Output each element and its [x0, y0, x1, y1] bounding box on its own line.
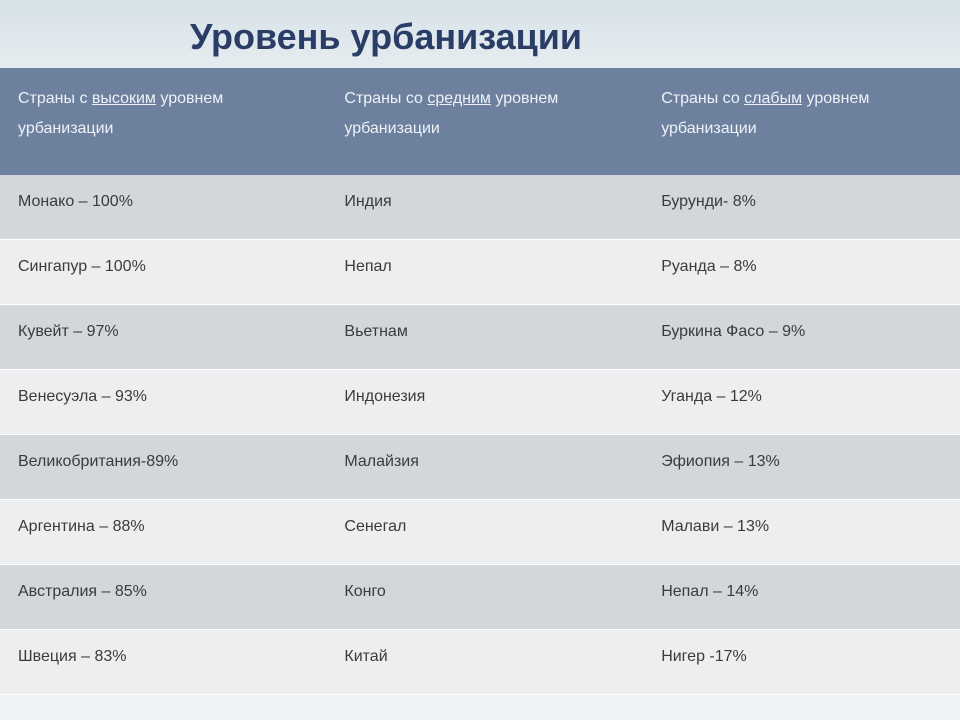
cell-low: Нигер -17% [643, 629, 960, 694]
cell-high: Швеция – 83% [0, 629, 326, 694]
cell-high: Великобритания-89% [0, 434, 326, 499]
cell-high: Аргентина – 88% [0, 499, 326, 564]
table-row: Сингапур – 100% Непал Руанда – 8% [0, 239, 960, 304]
col-header-medium: Страны со средним уровнем урбанизации [326, 68, 643, 175]
cell-low: Уганда – 12% [643, 369, 960, 434]
col3-pre: Страны со [661, 90, 744, 107]
cell-high: Австралия – 85% [0, 564, 326, 629]
cell-medium: Индия [326, 175, 643, 240]
col3-u: слабым [744, 90, 802, 107]
page-title: Уровень урбанизации [0, 12, 960, 68]
table-row: Аргентина – 88% Сенегал Малави – 13% [0, 499, 960, 564]
cell-medium: Сенегал [326, 499, 643, 564]
col1-pre: Страны с [18, 90, 92, 107]
cell-low: Бурунди- 8% [643, 175, 960, 240]
col-header-low: Страны со слабым уровнем урбанизации [643, 68, 960, 175]
table-row: Австралия – 85% Конго Непал – 14% [0, 564, 960, 629]
col2-pre: Страны со [344, 90, 427, 107]
cell-low: Буркина Фасо – 9% [643, 304, 960, 369]
col-header-high: Страны с высоким уровнем урбанизации [0, 68, 326, 175]
cell-low: Непал – 14% [643, 564, 960, 629]
cell-medium: Конго [326, 564, 643, 629]
table-row: Великобритания-89% Малайзия Эфиопия – 13… [0, 434, 960, 499]
col2-u: средним [427, 90, 491, 107]
table-row: Швеция – 83% Китай Нигер -17% [0, 629, 960, 694]
table-header-row: Страны с высоким уровнем урбанизации Стр… [0, 68, 960, 175]
cell-high: Венесуэла – 93% [0, 369, 326, 434]
slide: Уровень урбанизации Страны с высоким уро… [0, 0, 960, 720]
cell-medium: Малайзия [326, 434, 643, 499]
table-row: Венесуэла – 93% Индонезия Уганда – 12% [0, 369, 960, 434]
cell-high: Кувейт – 97% [0, 304, 326, 369]
cell-high: Монако – 100% [0, 175, 326, 240]
cell-low: Эфиопия – 13% [643, 434, 960, 499]
urbanization-table: Страны с высоким уровнем урбанизации Стр… [0, 68, 960, 695]
cell-high: Сингапур – 100% [0, 239, 326, 304]
cell-medium: Непал [326, 239, 643, 304]
table-row: Монако – 100% Индия Бурунди- 8% [0, 175, 960, 240]
cell-low: Малави – 13% [643, 499, 960, 564]
cell-medium: Вьетнам [326, 304, 643, 369]
cell-low: Руанда – 8% [643, 239, 960, 304]
col1-u: высоким [92, 90, 156, 107]
table-row: Кувейт – 97% Вьетнам Буркина Фасо – 9% [0, 304, 960, 369]
cell-medium: Китай [326, 629, 643, 694]
cell-medium: Индонезия [326, 369, 643, 434]
